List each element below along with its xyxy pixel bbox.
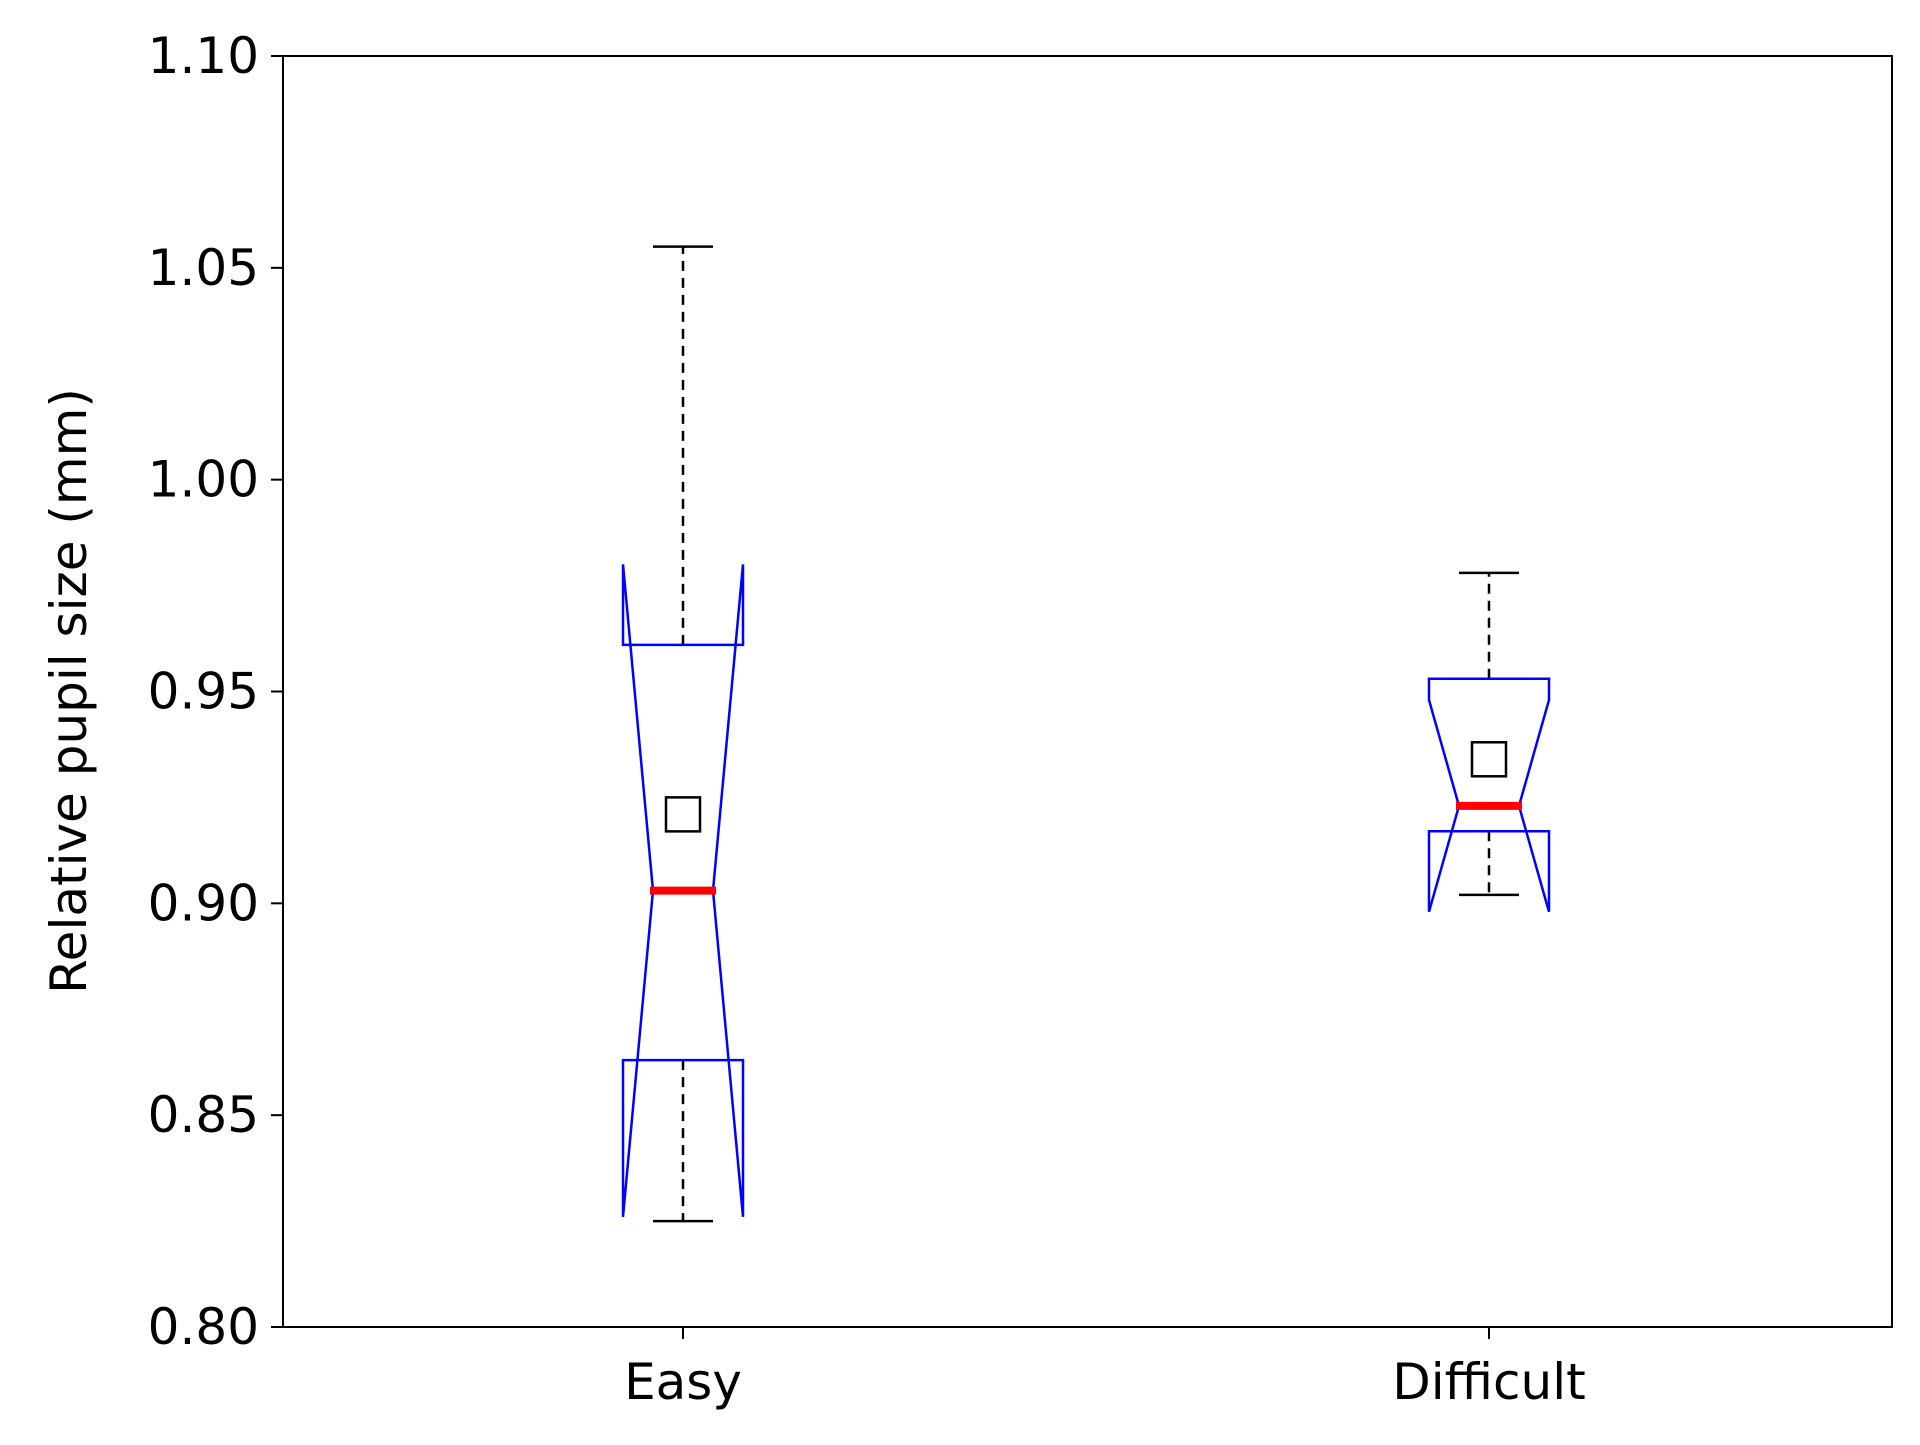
box-group-easy (621, 245, 745, 1223)
x-tick-label: Easy (624, 1353, 742, 1411)
plot-area (621, 245, 1551, 1223)
notched-box (621, 564, 745, 1217)
box-group-difficult (1427, 571, 1551, 913)
axes-frame (282, 55, 1893, 1328)
y-tick-label: 0.95 (148, 663, 259, 721)
y-tick-label: 0.80 (148, 1298, 259, 1356)
mean-marker (664, 796, 702, 833)
mean-marker (1470, 741, 1508, 778)
x-axis: Easy Difficult (624, 1327, 1586, 1411)
y-tick-label: 0.85 (148, 1086, 259, 1144)
y-tick-label: 1.10 (148, 27, 259, 85)
y-axis-label: Relative pupil size (mm) (40, 388, 98, 994)
y-tick-label: 1.00 (148, 451, 259, 509)
y-axis: 0.80 0.85 0.90 0.95 1.00 1.05 1.10 (148, 27, 283, 1356)
y-tick-label: 0.90 (148, 874, 259, 932)
notched-box (1427, 677, 1551, 913)
x-tick-label: Difficult (1392, 1353, 1585, 1411)
y-tick-label: 1.05 (148, 239, 259, 297)
